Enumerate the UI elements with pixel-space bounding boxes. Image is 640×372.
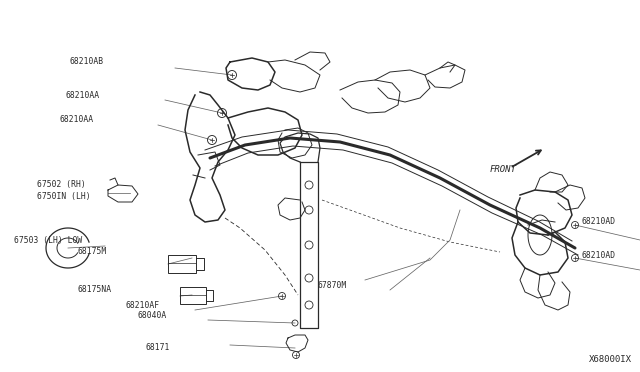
Text: 68175M: 68175M [77, 247, 106, 257]
Bar [180, 287, 206, 304]
Text: X68000IX: X68000IX [589, 355, 632, 364]
Text: 68210AA: 68210AA [60, 115, 94, 125]
Text: 67503 (LH) LOW: 67503 (LH) LOW [14, 235, 83, 244]
Bar [168, 255, 196, 273]
Text: FRONT: FRONT [490, 166, 517, 174]
Text: 6750IN (LH): 6750IN (LH) [37, 192, 91, 202]
Text: 68210AF: 68210AF [126, 301, 160, 311]
Text: 68210AA: 68210AA [65, 90, 99, 99]
Text: 68210AB: 68210AB [70, 58, 104, 67]
Text: 68175NA: 68175NA [77, 285, 111, 295]
Text: 67502 (RH): 67502 (RH) [37, 180, 86, 189]
Text: 68210AD: 68210AD [582, 250, 616, 260]
Text: 68171: 68171 [146, 343, 170, 352]
Text: 68210AD: 68210AD [582, 218, 616, 227]
Text: 68040A: 68040A [138, 311, 167, 320]
Text: 67870M: 67870M [318, 280, 348, 289]
